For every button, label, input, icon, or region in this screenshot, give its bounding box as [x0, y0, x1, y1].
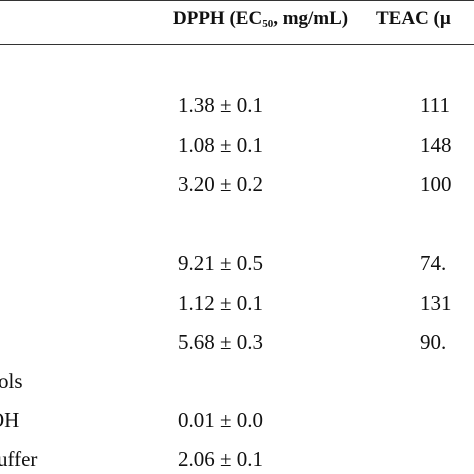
header-dpph: DPPH (EC50, mg/mL) — [173, 8, 348, 30]
teac-cell: 90. — [420, 330, 447, 354]
header-teac: TEAC (µ — [376, 8, 451, 29]
teac-cell: 74. — [420, 251, 447, 275]
dpph-cell: 9.21 ± 0.5 — [177, 251, 263, 275]
teac-cell: 148 — [420, 133, 452, 157]
section-label-controls: ols — [0, 369, 23, 393]
dpph-cell: 5.68 ± 0.3 — [177, 330, 263, 354]
control-label: OH — [0, 408, 20, 432]
dpph-cell: 0.01 ± 0.0 — [177, 408, 263, 432]
teac-cell: 111 — [420, 93, 450, 117]
dpph-cell: 1.08 ± 0.1 — [177, 133, 263, 157]
dpph-cell: 2.06 ± 0.1 — [177, 447, 263, 471]
dpph-cell: 1.12 ± 0.1 — [177, 291, 263, 315]
table-top-rule — [0, 0, 474, 1]
control-label: uffer — [0, 447, 38, 471]
header-dpph-prefix: DPPH (EC — [173, 8, 263, 29]
header-rule — [0, 44, 474, 45]
teac-cell: 131 — [420, 291, 452, 315]
dpph-cell: 1.38 ± 0.1 — [177, 93, 263, 117]
teac-cell: 100 — [420, 172, 452, 196]
dpph-cell: 3.20 ± 0.2 — [177, 172, 263, 196]
header-dpph-subscript: 50 — [262, 18, 274, 30]
header-dpph-suffix: , mg/mL) — [273, 8, 349, 29]
